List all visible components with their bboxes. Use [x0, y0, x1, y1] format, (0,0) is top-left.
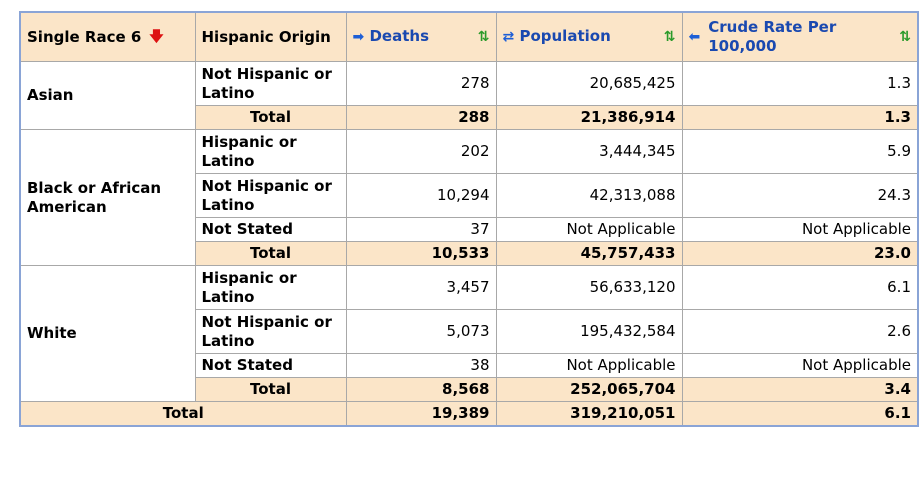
- deaths-cell: 37: [345, 217, 497, 242]
- deaths-cell: 278: [345, 61, 497, 106]
- deaths-cell: 8,568: [345, 377, 497, 402]
- table-row: White Hispanic or Latino 3,457 56,633,120 6.…: [19, 265, 919, 402]
- origin-cell: Not Hispanic or Latino: [194, 61, 347, 106]
- table-row: Black or African American Hispanic or Lat…: [19, 129, 919, 266]
- population-cell: 252,065,704: [495, 377, 683, 402]
- arrow-right-icon[interactable]: ➡: [352, 29, 365, 45]
- rate-cell: 3.4: [681, 377, 919, 402]
- origin-cell: Hispanic or Latino: [194, 265, 347, 310]
- population-cell: 319,210,051: [495, 401, 683, 427]
- rate-cell: Not Applicable: [681, 217, 919, 242]
- total-label: Total: [194, 241, 347, 266]
- population-cell: 3,444,345: [495, 129, 683, 174]
- deaths-cell: 288: [345, 105, 497, 130]
- population-cell: 42,313,088: [495, 173, 683, 218]
- header-hispanic: Hispanic Origin: [194, 11, 347, 62]
- deaths-cell: 202: [345, 129, 497, 174]
- population-cell: 56,633,120: [495, 265, 683, 310]
- rate-cell: 6.1: [681, 401, 919, 427]
- race-cell: White: [19, 265, 196, 402]
- deaths-cell: 19,389: [345, 401, 497, 427]
- sort-up-down-icon[interactable]: ⇅: [663, 28, 676, 45]
- population-cell: Not Applicable: [495, 353, 683, 378]
- subtotal-row: Total 288 21,386,914 1.3: [20, 105, 919, 130]
- sort-up-down-icon[interactable]: ⇅: [477, 28, 490, 45]
- race-cell: Black or African American: [19, 129, 196, 266]
- rate-cell: 6.1: [681, 265, 919, 310]
- rate-cell: Not Applicable: [681, 353, 919, 378]
- header-row: Single Race 6 🡇 Hispanic Origin ➡ Deaths ⇅…: [19, 11, 919, 62]
- population-cell: 45,757,433: [495, 241, 683, 266]
- origin-cell: Not Stated: [194, 353, 347, 378]
- deaths-cell: 10,294: [345, 173, 497, 218]
- deaths-cell: 10,533: [345, 241, 497, 266]
- rate-cell: 1.3: [681, 105, 919, 130]
- grand-total-row: Total 19,389 319,210,051 6.1: [19, 401, 919, 427]
- population-cell: 195,432,584: [495, 309, 683, 354]
- origin-cell: Not Hispanic or Latino: [194, 309, 347, 354]
- rate-cell: 2.6: [681, 309, 919, 354]
- total-label: Total: [194, 377, 347, 402]
- deaths-cell: 38: [345, 353, 497, 378]
- arrow-left-icon[interactable]: ⬅: [688, 28, 701, 45]
- header-race[interactable]: Single Race 6 🡇: [19, 11, 196, 62]
- header-population[interactable]: ⇄ Population ⇅: [495, 11, 683, 62]
- rate-cell: 5.9: [681, 129, 919, 174]
- table-row: Asian Not Hispanic or Latino 278 20,685,425…: [19, 61, 919, 130]
- subtotal-row: Total 8,568 252,065,704 3.4: [20, 377, 919, 402]
- rate-cell: 24.3: [681, 173, 919, 218]
- sort-down-icon[interactable]: 🡇: [149, 28, 164, 45]
- rate-cell: 1.3: [681, 61, 919, 106]
- race-cell: Asian: [19, 61, 196, 130]
- results-table: Single Race 6 🡇 Hispanic Origin ➡ Deaths ⇅…: [19, 11, 919, 427]
- origin-cell: Not Stated: [194, 217, 347, 242]
- deaths-cell: 3,457: [345, 265, 497, 310]
- total-label: Total: [194, 105, 347, 130]
- subtotal-row: Total 10,533 45,757,433 23.0: [20, 241, 919, 266]
- population-cell: 20,685,425: [495, 61, 683, 106]
- rate-cell: 23.0: [681, 241, 919, 266]
- header-deaths[interactable]: ➡ Deaths ⇅: [345, 11, 497, 62]
- deaths-cell: 5,073: [345, 309, 497, 354]
- header-rate[interactable]: ⬅ Crude Rate Per 100,000 ⇅: [681, 11, 919, 62]
- origin-cell: Hispanic or Latino: [194, 129, 347, 174]
- swap-arrows-icon[interactable]: ⇄: [502, 29, 515, 45]
- origin-cell: Not Hispanic or Latino: [194, 173, 347, 218]
- population-cell: Not Applicable: [495, 217, 683, 242]
- sort-up-down-icon[interactable]: ⇅: [899, 28, 911, 45]
- table-row: Not Stated 38 Not Applicable Not Applicable: [20, 353, 919, 378]
- grand-total-label: Total: [19, 401, 347, 427]
- population-cell: 21,386,914: [495, 105, 683, 130]
